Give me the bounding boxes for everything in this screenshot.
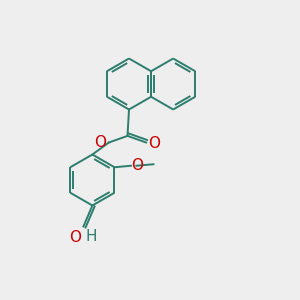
Text: O: O [132,158,144,173]
Text: H: H [86,230,97,244]
Text: O: O [94,135,106,150]
Text: O: O [69,230,81,245]
Text: O: O [148,136,160,151]
